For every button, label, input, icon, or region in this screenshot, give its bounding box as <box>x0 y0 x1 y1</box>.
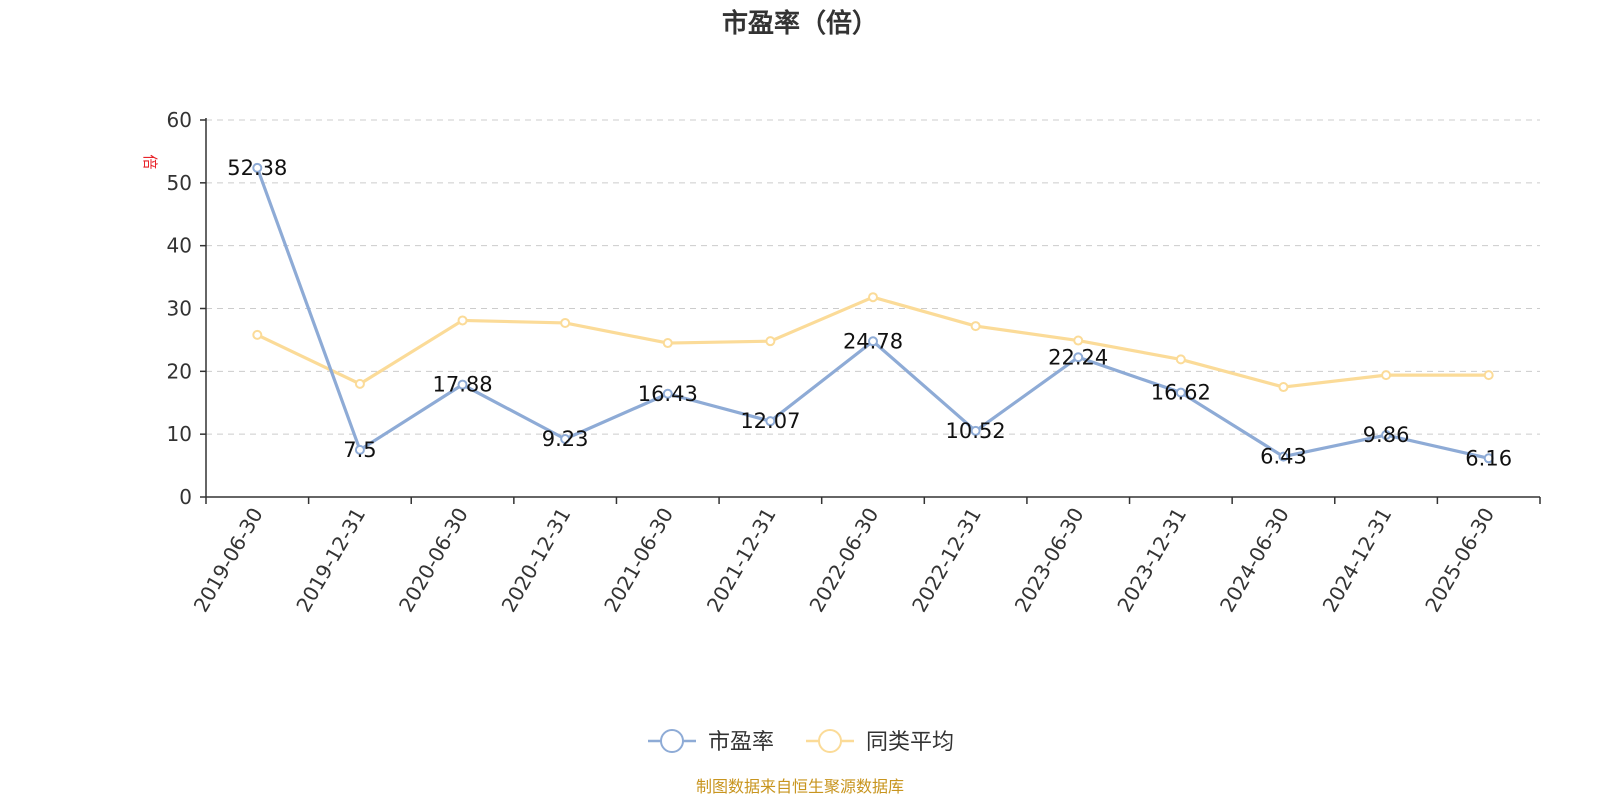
y-axis-unit: 倍 <box>141 154 159 169</box>
data-point <box>970 321 981 332</box>
x-tick-label: 2020-06-30 <box>394 504 473 617</box>
data-point <box>1073 335 1084 346</box>
data-point <box>1278 382 1289 393</box>
data-point <box>1483 453 1494 464</box>
legend-label: 同类平均 <box>866 730 954 755</box>
source-note: 制图数据来自恒生聚源数据库 <box>696 777 904 796</box>
data-point <box>765 416 776 427</box>
data-label: 6.43 <box>1260 445 1307 469</box>
data-label: 16.62 <box>1151 381 1211 405</box>
data-point <box>662 338 673 349</box>
data-point <box>1175 354 1186 365</box>
data-point <box>1483 370 1494 381</box>
x-tick-label: 2023-06-30 <box>1010 504 1089 617</box>
data-point <box>662 388 673 399</box>
data-point <box>252 162 263 173</box>
data-point <box>354 378 365 389</box>
data-point <box>252 329 263 340</box>
data-point <box>1381 430 1392 441</box>
data-label: 22.24 <box>1048 345 1108 369</box>
legend-label: 市盈率 <box>708 730 774 755</box>
data-point <box>765 336 776 347</box>
x-tick-label: 2022-06-30 <box>804 504 883 617</box>
data-label: 7.5 <box>343 438 376 462</box>
data-point <box>1175 387 1186 398</box>
data-point <box>970 425 981 436</box>
y-tick-label: 10 <box>167 422 192 446</box>
y-tick-label: 20 <box>167 359 192 383</box>
x-tick-label: 2023-12-31 <box>1112 504 1191 617</box>
data-label: 10.52 <box>946 419 1006 443</box>
y-tick-label: 50 <box>167 171 192 195</box>
data-label: 17.88 <box>432 373 492 397</box>
legend-marker <box>660 729 684 753</box>
data-label: 52.38 <box>227 156 287 180</box>
x-tick-label: 2019-06-30 <box>189 504 268 617</box>
chart-title: 市盈率（倍） <box>722 8 878 39</box>
data-point <box>560 434 571 445</box>
data-point <box>354 444 365 455</box>
legend: 市盈率 同类平均 <box>648 729 954 755</box>
axes: 0 10 20 30 40 50 60 2019-06-30 2019-12-31 2020-06… <box>167 108 1541 617</box>
y-tick-label: 60 <box>167 108 192 132</box>
x-tick-label: 2020-12-31 <box>497 504 576 617</box>
data-point <box>457 315 468 326</box>
data-label: 12.07 <box>740 409 800 433</box>
data-label: 9.86 <box>1363 423 1410 447</box>
data-point <box>868 292 878 303</box>
grid-lines <box>206 119 1540 435</box>
y-tick-label: 0 <box>179 485 192 509</box>
legend-marker <box>818 729 842 753</box>
x-tick-label: 2025-06-30 <box>1420 504 1499 617</box>
x-tick-label: 2022-12-31 <box>907 504 986 617</box>
data-label: 24.78 <box>843 329 903 353</box>
data-label: 6.16 <box>1465 446 1512 470</box>
series-line <box>255 167 1490 460</box>
y-tick-label: 40 <box>167 234 192 258</box>
x-tick-label: 2021-12-31 <box>702 504 781 617</box>
data-label: 16.43 <box>638 382 698 406</box>
data-point <box>1381 370 1392 381</box>
data-point <box>457 379 468 390</box>
data-label: 9.23 <box>542 427 589 451</box>
x-tick-label: 2024-06-30 <box>1215 504 1294 617</box>
data-point <box>1278 451 1289 462</box>
x-tick-label: 2024-12-31 <box>1318 504 1397 617</box>
series-layer: 52.38 7.5 17.88 9.23 16.43 12.07 24.78 10.52 22.… <box>227 156 1512 470</box>
y-tick-label: 30 <box>167 297 192 321</box>
data-point <box>1073 352 1084 363</box>
x-tick-label: 2021-06-30 <box>599 504 678 617</box>
data-point <box>560 317 571 328</box>
data-point <box>868 336 878 347</box>
x-tick-label: 2019-12-31 <box>291 504 370 617</box>
